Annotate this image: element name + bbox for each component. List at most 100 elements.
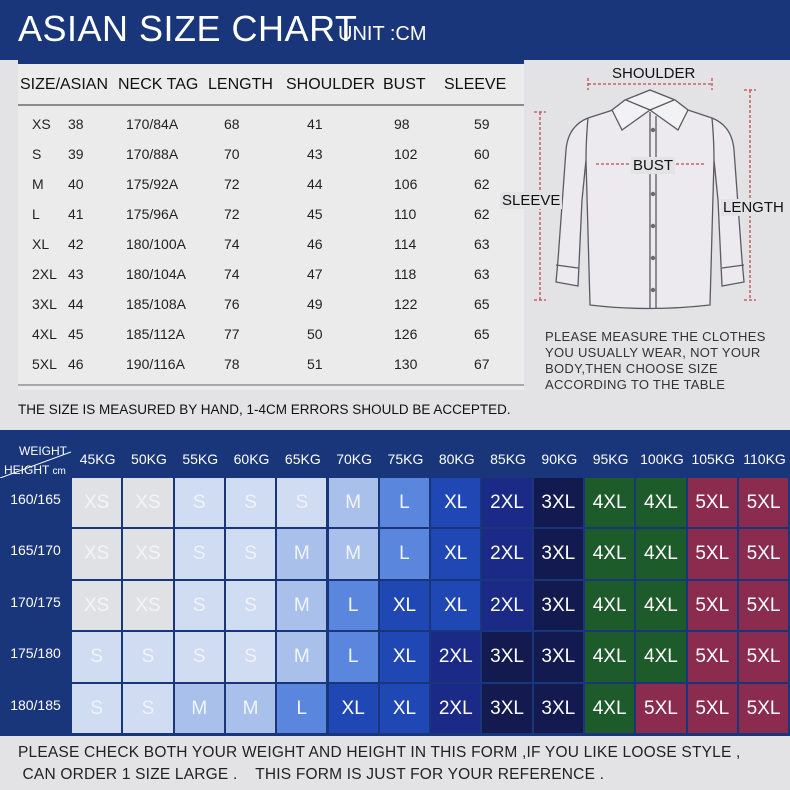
unit-label: UNIT :CM xyxy=(338,23,427,45)
weight-header: 90KG xyxy=(541,451,578,467)
weight-header: 110KG xyxy=(743,451,786,467)
size-recommendation-cell: XL xyxy=(379,632,430,682)
size-recommendation-cell: XS xyxy=(123,580,173,631)
size-recommendation-cell: S xyxy=(72,632,122,682)
size-cell-neck-tag: 175/96A xyxy=(126,206,179,222)
footer-note: PLEASE CHECK BOTH YOUR WEIGHT AND HEIGHT… xyxy=(18,742,741,786)
size-cell-length: 72 xyxy=(224,206,240,222)
size-cell-shoulder: 50 xyxy=(307,326,323,342)
size-recommendation-cell: M xyxy=(277,529,327,579)
size-recommendation-cell: M xyxy=(174,683,224,733)
size-recommendation-cell: S xyxy=(174,580,224,631)
length-label: LENGTH xyxy=(721,199,786,216)
size-recommendation-cell: S xyxy=(123,632,173,682)
size-recommendation-cell: 5XL xyxy=(738,632,789,682)
size-recommendation-cell: S xyxy=(72,683,122,733)
shirt-illustration xyxy=(534,78,756,310)
size-cell-sleeve: 60 xyxy=(474,146,490,162)
size-recommendation-cell: M xyxy=(277,580,327,631)
col-header-neck-tag: NECK TAG xyxy=(118,76,199,93)
size-cell-length: 68 xyxy=(224,116,240,132)
size-cell-size: 2XL xyxy=(32,266,57,282)
size-cell-sleeve: 65 xyxy=(474,326,490,342)
size-recommendation-cell: 4XL xyxy=(636,632,686,682)
size-cell-asian: 38 xyxy=(68,116,84,132)
size-cell-size: 4XL xyxy=(32,326,57,342)
size-cell-asian: 41 xyxy=(68,206,84,222)
size-recommendation-cell: 4XL xyxy=(636,580,686,631)
size-recommendation-cell: 3XL xyxy=(533,478,583,528)
height-header: 180/185 xyxy=(10,696,61,713)
height-label-text: HEIGHT xyxy=(4,463,50,477)
col-header-length: LENGTH xyxy=(208,76,273,93)
size-cell-neck-tag: 180/104A xyxy=(126,266,186,282)
size-cell-neck-tag: 180/100A xyxy=(126,236,186,252)
size-recommendation-cell: 4XL xyxy=(585,683,635,733)
size-recommendation-cell: 2XL xyxy=(482,529,532,579)
size-recommendation-cell: 3XL xyxy=(533,632,583,682)
size-recommendation-cell: XS xyxy=(123,478,173,528)
size-cell-asian: 46 xyxy=(68,356,84,372)
size-cell-sleeve: 67 xyxy=(474,356,490,372)
bust-label: BUST xyxy=(631,157,676,174)
height-header: 160/165 xyxy=(10,491,61,507)
weight-height-grid: WEIGHT HEIGHT cm 45KG 50KG 55KG 60KG 65KG 70K… xyxy=(0,430,790,736)
size-recommendation-cell: 5XL xyxy=(738,478,789,528)
size-table-bottom-rule xyxy=(18,384,524,386)
size-recommendation-cell: L xyxy=(379,478,430,528)
weight-header: 100KG xyxy=(640,451,684,467)
height-header: 175/180 xyxy=(10,645,61,662)
size-cell-asian: 39 xyxy=(68,146,84,162)
size-cell-neck-tag: 170/84A xyxy=(126,116,179,132)
size-cell-asian: 44 xyxy=(68,296,84,312)
size-recommendation-cell: M xyxy=(328,478,378,528)
measure-instruction: PLEASE MEASURE THE CLOTHES YOU USUALLY W… xyxy=(545,329,790,393)
size-cell-asian: 42 xyxy=(68,236,84,252)
size-recommendation-cell: XS xyxy=(123,529,173,579)
note-line: BODY,THEN CHOOSE SIZE xyxy=(545,361,718,376)
size-cell-asian: 43 xyxy=(68,266,84,282)
size-cell-shoulder: 41 xyxy=(307,116,323,132)
size-recommendation-cell: S xyxy=(174,529,224,579)
size-recommendation-cell: 3XL xyxy=(482,683,532,733)
size-recommendation-cell: XL xyxy=(328,683,378,733)
corner-diagonal xyxy=(0,451,71,478)
size-cell-sleeve: 63 xyxy=(474,236,490,252)
size-recommendation-cell: S xyxy=(174,632,224,682)
size-cell-sleeve: 62 xyxy=(474,206,490,222)
size-cell-length: 78 xyxy=(224,356,240,372)
col-header-sleeve: SLEEVE xyxy=(444,76,507,93)
size-recommendation-cell: XL xyxy=(431,529,481,579)
col-header-bust: BUST xyxy=(383,76,426,93)
size-cell-sleeve: 63 xyxy=(474,266,490,282)
size-recommendation-cell: S xyxy=(123,683,173,733)
size-recommendation-cell: 5XL xyxy=(687,580,737,631)
size-recommendation-cell: 5XL xyxy=(687,632,737,682)
size-recommendation-cell: 4XL xyxy=(585,632,635,682)
size-cell-length: 74 xyxy=(224,236,240,252)
size-cell-length: 72 xyxy=(224,176,240,192)
height-axis-label: HEIGHT cm xyxy=(4,463,66,477)
footer-line: CAN ORDER 1 SIZE LARGE . THIS FORM IS JU… xyxy=(18,766,605,783)
size-recommendation-cell: XL xyxy=(431,580,481,631)
size-recommendation-cell: 4XL xyxy=(636,529,686,579)
size-cell-bust: 98 xyxy=(394,116,410,132)
size-recommendation-cell: 3XL xyxy=(482,632,532,682)
size-cell-shoulder: 47 xyxy=(307,266,323,282)
size-cell-length: 74 xyxy=(224,266,240,282)
size-cell-length: 76 xyxy=(224,296,240,312)
grid-corner: WEIGHT HEIGHT cm xyxy=(0,430,71,478)
size-recommendation-cell: M xyxy=(328,529,378,579)
size-recommendation-cell: S xyxy=(225,529,276,579)
size-recommendation-cell: S xyxy=(225,632,276,682)
size-cell-bust: 106 xyxy=(394,176,418,192)
size-cell-bust: 114 xyxy=(394,236,417,252)
size-cell-asian: 45 xyxy=(68,326,84,342)
size-recommendation-cell: 2XL xyxy=(431,683,481,733)
footer-line: PLEASE CHECK BOTH YOUR WEIGHT AND HEIGHT… xyxy=(18,744,741,761)
size-recommendation-cell: S xyxy=(225,478,276,528)
weight-header: 70KG xyxy=(336,451,373,467)
size-recommendation-cell: S xyxy=(277,478,327,528)
size-cell-asian: 40 xyxy=(68,176,84,192)
size-recommendation-cell: 4XL xyxy=(636,478,686,528)
